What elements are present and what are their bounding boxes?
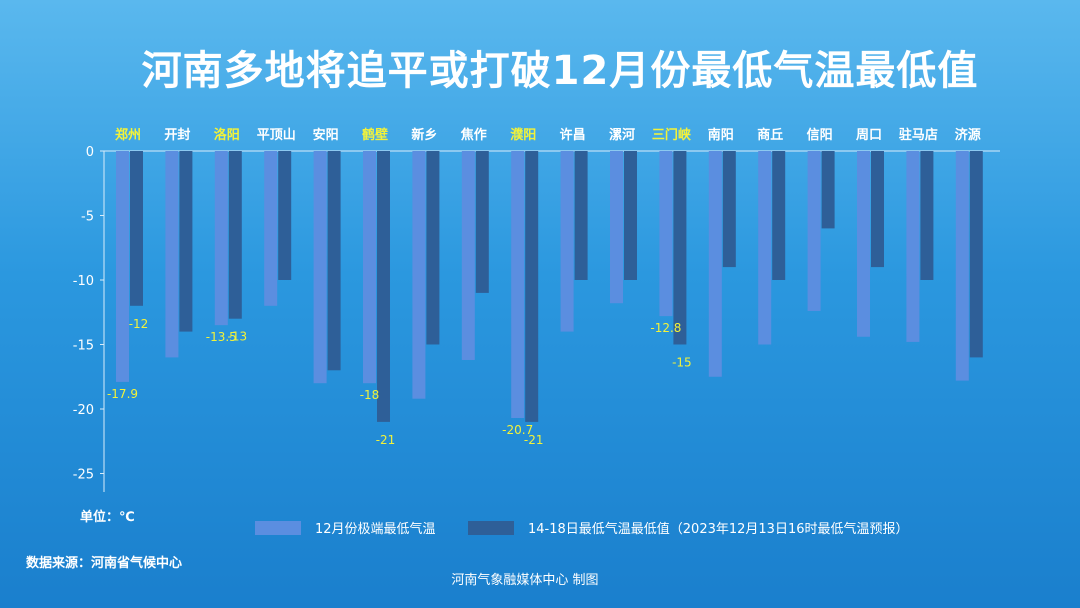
data-label-series2: -13 bbox=[227, 330, 247, 344]
bar-series2 bbox=[871, 151, 884, 268]
bar-series1 bbox=[511, 151, 525, 419]
bar-series2 bbox=[722, 151, 736, 268]
bar-series1 bbox=[807, 151, 821, 311]
bar-series1 bbox=[412, 151, 426, 399]
legend-swatch-series1 bbox=[255, 520, 301, 535]
category-label: 开封 bbox=[164, 127, 190, 143]
category-label: 郑州 bbox=[115, 127, 141, 143]
bar-series1 bbox=[610, 151, 623, 304]
data-label-series1: -12.8 bbox=[650, 321, 681, 335]
bar-series2 bbox=[772, 151, 786, 280]
bar-series1 bbox=[313, 151, 327, 384]
category-label: 驻马店 bbox=[899, 127, 938, 143]
bar-series2 bbox=[130, 151, 143, 306]
legend-swatch-series2 bbox=[468, 520, 514, 535]
bar-series2 bbox=[327, 151, 341, 371]
category-label: 周口 bbox=[856, 128, 882, 143]
bar-series1 bbox=[264, 151, 278, 306]
category-label: 南阳 bbox=[708, 127, 734, 143]
bar-series1 bbox=[461, 151, 475, 360]
legend-label-series1: 12月份极端最低气温 bbox=[315, 522, 436, 537]
data-source: 数据来源：河南省气候中心 bbox=[26, 556, 183, 571]
y-tick-label: 0 bbox=[86, 145, 94, 160]
bar-series2 bbox=[228, 151, 242, 319]
bar-series2 bbox=[475, 151, 489, 293]
bar-series2 bbox=[426, 151, 440, 345]
unit-label: 单位：℃ bbox=[80, 510, 135, 525]
bar-series2 bbox=[525, 151, 539, 422]
bar-series1 bbox=[906, 151, 920, 342]
bar-series1 bbox=[708, 151, 722, 377]
bar-series2 bbox=[969, 151, 983, 358]
y-tick-label: -15 bbox=[73, 339, 94, 354]
category-label: 济源 bbox=[955, 127, 981, 143]
bar-series2 bbox=[377, 151, 390, 422]
bar-series1 bbox=[214, 151, 228, 326]
category-label: 洛阳 bbox=[214, 127, 240, 143]
bar-series2 bbox=[920, 151, 934, 280]
data-label-series1: -13.5 bbox=[206, 330, 237, 344]
bar-series2 bbox=[624, 151, 637, 280]
bar-series1 bbox=[560, 151, 574, 332]
bar-series2 bbox=[278, 151, 292, 280]
bar-series1 bbox=[116, 151, 129, 382]
bar-series1 bbox=[165, 151, 179, 358]
bar-series1 bbox=[857, 151, 870, 337]
data-label-series1: -17.9 bbox=[107, 387, 138, 401]
legend-label-series2: 14-18日最低气温最低值（2023年12月13日16时最低气温预报） bbox=[528, 522, 909, 537]
y-tick-label: -5 bbox=[81, 210, 94, 225]
category-label: 漯河 bbox=[609, 127, 635, 143]
bar-series1 bbox=[659, 151, 673, 317]
category-label: 许昌 bbox=[560, 127, 586, 143]
bar-series2 bbox=[821, 151, 835, 229]
category-label: 信阳 bbox=[807, 127, 833, 143]
bar-series2 bbox=[574, 151, 588, 280]
legend-item-series1: 12月份极端最低气温 bbox=[255, 518, 436, 537]
category-label: 新乡 bbox=[411, 127, 437, 143]
bar-series1 bbox=[758, 151, 772, 345]
y-tick-label: -20 bbox=[73, 403, 94, 418]
bar-series2 bbox=[673, 151, 687, 345]
credit-line: 河南气象融媒体中心 制图 bbox=[451, 573, 599, 588]
chart-title: 河南多地将追平或打破12月份最低气温最低值 bbox=[141, 48, 979, 94]
y-tick-label: -10 bbox=[73, 274, 94, 289]
category-label: 平顶山 bbox=[257, 127, 296, 143]
bar-series2 bbox=[179, 151, 193, 332]
bar-series1 bbox=[363, 151, 376, 384]
data-label-series2: -21 bbox=[376, 433, 396, 447]
category-label: 安阳 bbox=[313, 127, 339, 143]
data-label-series1: -20.7 bbox=[502, 423, 533, 437]
category-label: 三门峡 bbox=[652, 127, 692, 143]
category-label: 商丘 bbox=[757, 127, 783, 143]
category-label: 鹤壁 bbox=[362, 127, 388, 143]
category-label: 焦作 bbox=[460, 127, 487, 143]
bar-series1 bbox=[955, 151, 969, 381]
category-label: 濮阳 bbox=[510, 127, 536, 143]
legend-item-series2: 14-18日最低气温最低值（2023年12月13日16时最低气温预报） bbox=[468, 518, 909, 537]
data-label-series1: -18 bbox=[360, 388, 380, 402]
data-label-series2: -15 bbox=[672, 356, 692, 370]
data-label-series2: -12 bbox=[129, 317, 149, 331]
y-tick-label: -25 bbox=[73, 468, 94, 483]
data-label-series2: -21 bbox=[524, 433, 544, 447]
